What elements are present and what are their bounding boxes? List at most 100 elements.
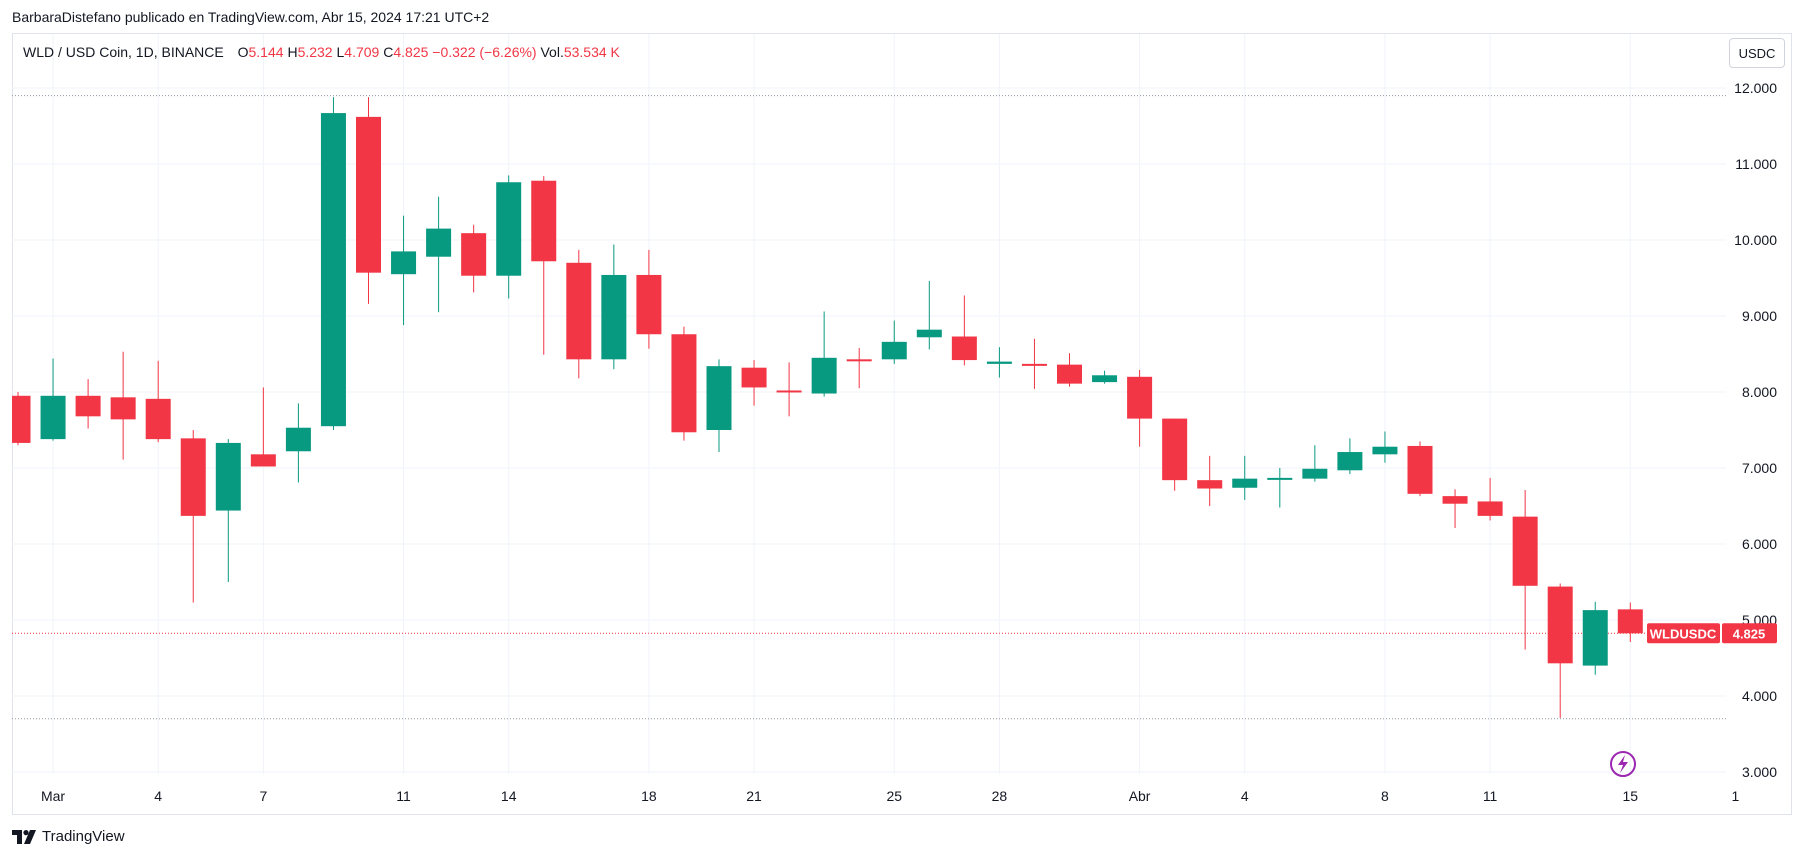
candle-body: [601, 274, 627, 360]
candle-body: [881, 341, 907, 360]
x-tick-label: 7: [259, 788, 267, 804]
candle: [741, 360, 767, 406]
price-axis: 3.0004.0005.0006.0007.0008.0009.00010.00…: [1734, 80, 1777, 780]
y-tick-label: 7.000: [1742, 460, 1777, 476]
candle-body: [986, 361, 1012, 364]
candle: [1232, 455, 1258, 500]
change-value: −0.322 (−6.26%): [432, 44, 537, 60]
y-tick-label: 9.000: [1742, 308, 1777, 324]
y-tick-label: 10.000: [1734, 232, 1777, 248]
candle: [1267, 468, 1293, 508]
candle: [1021, 338, 1047, 389]
candle-body: [1442, 496, 1468, 504]
x-tick-label: 25: [886, 788, 902, 804]
candle: [250, 387, 276, 467]
x-tick-label: 11: [396, 788, 411, 804]
candle: [846, 347, 872, 389]
candle: [601, 244, 627, 370]
x-tick-label: 4: [154, 788, 162, 804]
candle: [531, 176, 557, 355]
close-value: 4.825: [393, 44, 429, 60]
candle: [40, 358, 66, 441]
symbol-tag-bg: [1647, 623, 1720, 644]
tradingview-footer[interactable]: TradingView: [12, 828, 125, 845]
x-tick-label: 8: [1381, 788, 1389, 804]
candle-body: [1267, 477, 1293, 480]
candle: [145, 360, 171, 443]
x-tick-label: 4: [1241, 788, 1249, 804]
candle-body: [1547, 586, 1573, 664]
candle: [1057, 353, 1082, 387]
candle-body: [285, 427, 311, 452]
tradingview-logo-icon: [12, 829, 36, 844]
grid-layer: [12, 34, 1726, 774]
candle-body: [531, 180, 557, 262]
candle-body: [426, 228, 452, 257]
time-axis: Mar 4 7 11 14 18 21 25 28 Abr 4 8 11 15 1: [41, 788, 1740, 804]
candle: [215, 439, 241, 582]
candle: [110, 351, 136, 460]
candle-body: [1057, 364, 1082, 384]
candle: [1127, 369, 1153, 447]
candle: [1407, 441, 1433, 497]
low-label: L: [336, 44, 345, 60]
candle: [1442, 489, 1468, 529]
candle: [180, 430, 206, 603]
candle-body: [1372, 446, 1398, 455]
candle-body: [566, 262, 592, 360]
currency-unit-button[interactable]: USDC: [1729, 38, 1785, 68]
price-tag-bg: [1722, 623, 1777, 644]
candle: [1092, 370, 1118, 384]
candle-body: [391, 251, 417, 275]
y-tick-label: 3.000: [1742, 764, 1777, 780]
lightning-icon[interactable]: [1610, 751, 1636, 777]
tradingview-brand: TradingView: [42, 828, 125, 845]
candle-body: [1127, 376, 1153, 419]
candle-body: [1582, 610, 1608, 666]
y-tick-label: 11.000: [1735, 156, 1777, 172]
x-tick-label: 18: [641, 788, 657, 804]
candle-body: [1162, 418, 1188, 481]
candle-body: [496, 182, 522, 276]
candle: [916, 281, 942, 350]
open-value: 5.144: [248, 44, 284, 60]
candle-body: [846, 359, 872, 362]
symbol-legend: WLD / USD Coin, 1D, BINANCE O5.144 H5.23…: [23, 44, 620, 60]
close-label: C: [383, 44, 394, 60]
candle-body: [1337, 452, 1363, 471]
candle: [285, 403, 311, 483]
y-tick-label: 12.000: [1734, 80, 1777, 96]
x-tick-label: 11: [1483, 788, 1498, 804]
current-price-tag: 4.825: [1733, 626, 1766, 641]
candle-body: [145, 398, 171, 440]
high-label: H: [287, 44, 298, 60]
candle: [356, 97, 381, 304]
x-tick-label: 1: [1732, 788, 1740, 804]
candle: [1477, 477, 1503, 521]
candle-body: [636, 274, 662, 335]
candle: [1337, 438, 1363, 475]
candle-body: [706, 366, 732, 430]
candle-body: [776, 390, 802, 393]
low-value: 4.709: [344, 44, 380, 60]
volume-label: Vol.: [540, 44, 564, 60]
candle-body: [1197, 480, 1223, 489]
candle: [1302, 445, 1328, 482]
current-price-tag-group: WLDUSDC 4.825: [1647, 623, 1777, 644]
candle-body: [1232, 478, 1258, 488]
candle-body: [671, 334, 697, 433]
candle-body: [1092, 375, 1118, 383]
candle: [1617, 602, 1643, 643]
candle: [566, 249, 592, 379]
candle: [811, 311, 837, 397]
x-tick-label: Abr: [1129, 788, 1151, 804]
candle: [776, 362, 802, 417]
candle-body: [811, 357, 837, 394]
symbol-name[interactable]: WLD / USD Coin, 1D, BINANCE: [23, 44, 224, 60]
candle-body: [40, 395, 66, 440]
candle-body: [916, 329, 942, 338]
x-tick-label: 15: [1623, 788, 1639, 804]
candle-body: [110, 397, 136, 420]
publisher-byline: BarbaraDistefano publicado en TradingVie…: [12, 9, 490, 25]
